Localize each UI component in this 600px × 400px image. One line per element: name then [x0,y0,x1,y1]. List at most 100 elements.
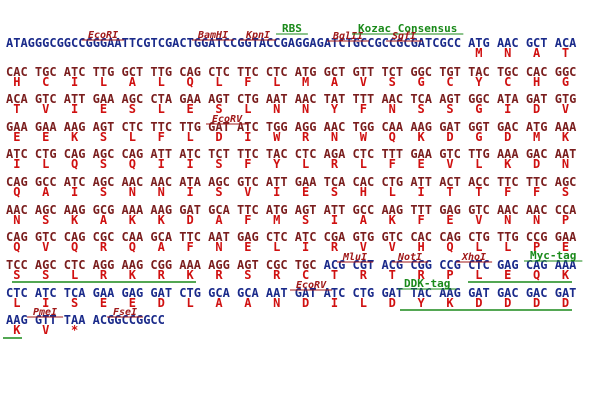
amino-acid: K [13,323,21,337]
annotation-label: Myc-tag [530,249,576,262]
amino-acid: S [446,102,453,116]
amino-acid: I [331,296,338,310]
codon: CAG [6,230,28,244]
codon: CGG [150,258,172,272]
codon: CAC [6,65,28,79]
codon: GAA [93,92,115,106]
amino-acid: C [302,268,309,282]
amino-acid: L [273,75,280,89]
codon: CAG [64,147,86,161]
amino-acid: G [418,75,425,89]
codon: CTC [64,258,86,272]
amino-acid: A [158,240,166,254]
amino-acid: I [331,213,338,227]
codon: GTG [353,230,375,244]
codon: GAA [93,286,115,300]
codon: TAC [266,147,288,161]
codon: AAA [179,258,201,272]
amino-acid: K [418,130,426,144]
codon: GCT [122,65,144,79]
codon: AGC [35,203,57,217]
codon: CTC [295,147,317,161]
codon: GGT [468,120,490,134]
amino-acid: F [389,157,396,171]
amino-acid: S [215,157,222,171]
amino-acid: T [331,268,338,282]
codon: TTC [237,147,259,161]
amino-acid: D [215,130,222,144]
amino-acid: Y [475,75,483,89]
codon: ATC [6,147,28,161]
amino-acid: D [533,296,540,310]
amino-acid: E [418,157,425,171]
codon: GAC [497,286,519,300]
amino-acid: W [360,130,368,144]
amino-acid: I [158,157,165,171]
amino-acid: K [446,296,454,310]
amino-acid: I [13,157,20,171]
amino-acid: P [562,213,569,227]
codon: ATC [64,175,86,189]
amino-acid: T [446,185,453,199]
amino-acid: D [504,296,511,310]
amino-acid: W [273,130,281,144]
amino-acid: L [186,130,193,144]
amino-acid: L [244,102,251,116]
codon: AGC [35,258,57,272]
amino-acid: L [158,75,165,89]
amino-acid: I [418,185,425,199]
amino-acid: T [389,268,396,282]
codon: ATA [497,92,519,106]
amino-acid: K [562,268,570,282]
codon: AGC [93,175,115,189]
amino-acid: L [215,75,222,89]
codon: GAG [497,258,519,272]
codon: TAC [468,65,490,79]
amino-acid: L [100,75,107,89]
codon: ATG [266,203,288,217]
amino-acid: E [446,213,453,227]
codon: GAA [6,120,28,134]
codon: AGG [295,120,317,134]
codon: AAG [150,203,172,217]
amino-acid: K [389,213,397,227]
codon: ATT [324,203,346,217]
codon: AAG [122,258,144,272]
codon: GAT [468,286,490,300]
amino-acid: E [504,268,511,282]
codon: TAT [324,92,346,106]
amino-acid: I [504,102,511,116]
amino-acid: S [71,296,78,310]
amino-acid: F [158,130,165,144]
codon: AAC [150,175,172,189]
codon: CTG [179,286,201,300]
amino-acid: L [186,296,193,310]
codon: AGT [93,120,115,134]
codon: CAG [179,65,201,79]
amino-acid: F [418,213,425,227]
amino-acid: F [244,157,251,171]
amino-acid: L [504,240,511,254]
amino-acid: Q [13,185,20,199]
amino-acid: Q [71,240,78,254]
amino-acid: N [273,296,280,310]
amino-acid: Q [13,240,20,254]
annotation-label: SgfI [392,31,416,42]
amino-acid: Y [331,102,339,116]
amino-acid: K [129,268,137,282]
amino-acid: Q [71,157,78,171]
codon: AGT [295,203,317,217]
amino-acid: E [100,102,107,116]
codon: GCA [208,286,230,300]
codon: GAG [439,203,461,217]
amino-acid: E [562,240,569,254]
codon: AGT [208,92,230,106]
amino-acid: E [42,130,49,144]
amino-acid: F [533,185,540,199]
annotation-label: KpnI [245,30,270,41]
codon: AAG [64,203,86,217]
codon: AAA [122,203,144,217]
codon: TTC [237,65,259,79]
codon: CCG [439,258,461,272]
amino-acid: M [533,130,540,144]
